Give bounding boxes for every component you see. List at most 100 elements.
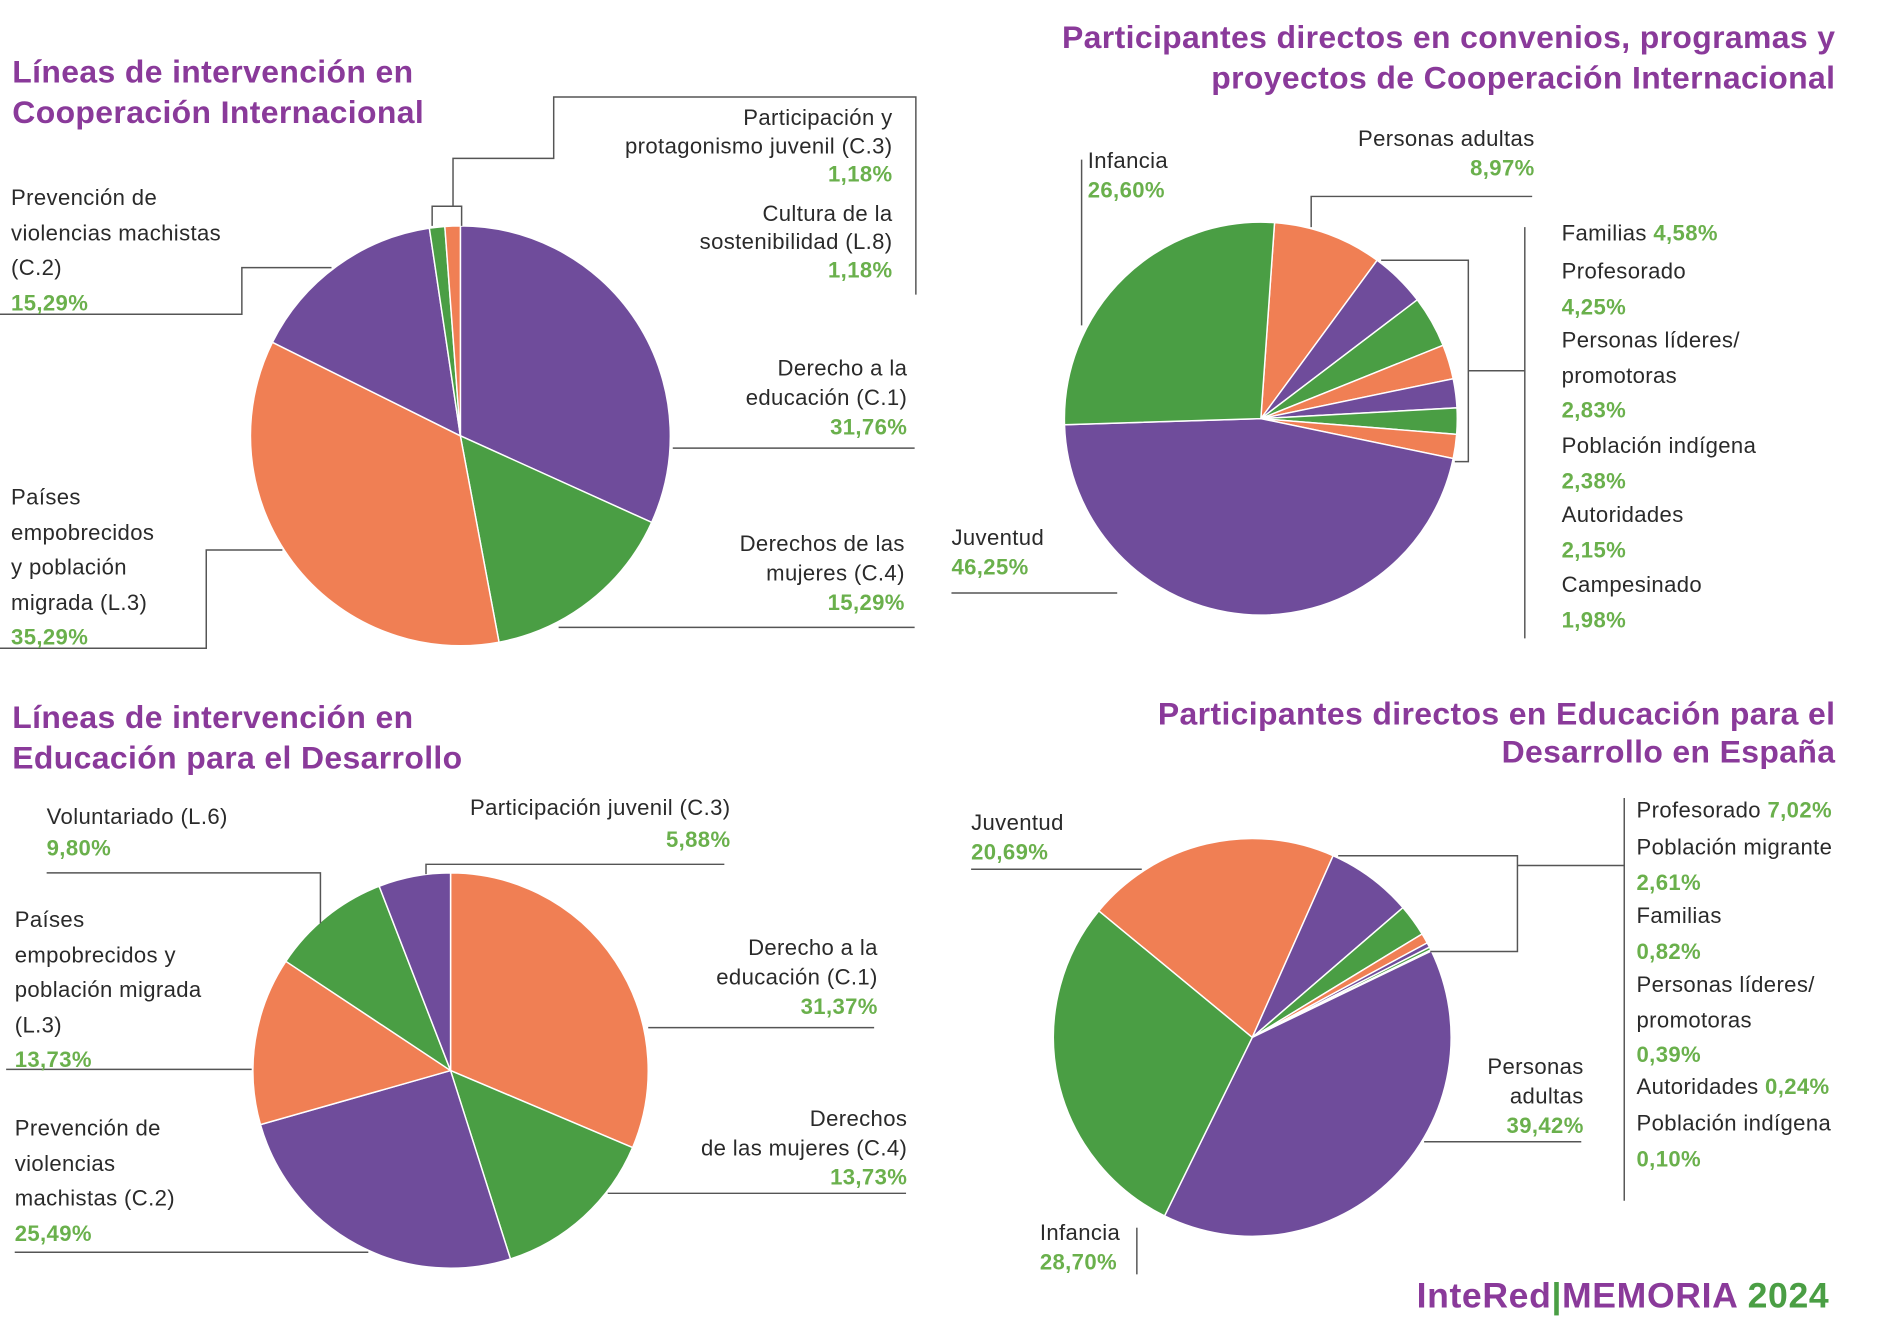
percent-value: 13,73% [14,1047,92,1072]
label-text: Autoridades [1561,502,1684,527]
pie-slice-juventud [1063,417,1455,616]
percent-value: 20,69% [971,839,1049,865]
pie-slice-infancia [1063,221,1276,426]
label-text: Participación y [743,105,893,131]
label-text: Derecho a la [777,356,908,381]
percent-value: 1,18% [828,162,893,187]
label-text: protagonismo juvenil (C.3) [625,133,893,159]
pie-chart-4 [1052,837,1452,1238]
title-line: Cooperación Internacional [12,93,425,131]
label-text: Personas adultas [1357,126,1535,152]
slice-label-profesorado: Profesorado 7,02% [1637,796,1832,825]
pie-slice-juventud [1097,837,1335,1039]
pie-slice-infancia [1052,909,1254,1217]
slice-label-infancia: Infancia 28,70% [1040,1218,1120,1277]
label-text: Derechos [809,1106,908,1131]
leader-line [1338,854,1519,953]
slice-label-poblacion-indigena: Población indígena 0,10% [1637,1106,1832,1176]
title-line: Líneas de intervención en [12,698,414,736]
label-text: educación (C.1) [745,385,908,411]
slice-label-voluntariado-l-6: Voluntariado (L.6) 9,80% [47,800,228,864]
label-text: Familias 4,58% [1561,220,1718,246]
leader-line [1381,259,1470,463]
pie-slice-derechos-de-las-mujeres-c-4 [459,434,653,644]
title-line: proyectos de Cooperación Internacional [1211,58,1836,96]
brand-name: InteRed [1416,1276,1552,1317]
label-text: Personas líderes/ [1561,327,1740,353]
percent-value: 0,39% [1636,1042,1702,1067]
leader-line [46,872,322,924]
label-text: Países [11,484,81,510]
label-text: Familias [1636,903,1722,929]
leader-line [0,549,283,649]
label-text: población migrada [14,977,202,1002]
label-text: (C.2) [11,255,62,280]
chart-title-cooperacion-participantes: Participantes directos en convenios, pro… [1062,17,1835,98]
leader-line [425,863,725,875]
percent-value: 25,49% [14,1220,92,1246]
label-text: promotoras [1561,362,1678,388]
percent-value: 28,70% [1039,1249,1118,1275]
percent-value: 2,83% [1561,397,1627,423]
label-text: violencias [14,1150,116,1176]
label-text: Personas [1487,1054,1584,1080]
label-text: educación (C.1) [716,964,878,990]
label-text: empobrecidos y [14,942,176,967]
pie-slice-paises-empobrecidos-y-poblacion-migrada-l-3 [249,341,500,647]
pie-slice-derecho-a-la-educacion-c-1 [449,872,649,1149]
percent-value: 4,58% [1646,220,1718,246]
slice-label-juventud: Juventud 46,25% [951,523,1044,582]
label-text: Prevención de [14,1115,161,1141]
label-text: Cultura de la [762,201,893,226]
label-text: Países [14,907,85,932]
label-text: Voluntariado (L.6) [46,804,228,829]
slice-label-profesorado: Profesorado 4,25% [1562,254,1686,324]
slice-label-poblacion-indigena: Población indígena 2,38% [1562,428,1757,498]
label-text: Juventud [951,525,1045,551]
pie-chart-2 [1063,221,1459,616]
slice-label-poblacion-migrante: Población migrante 2,61% [1637,830,1833,900]
title-line: Desarrollo en España [1501,732,1836,770]
pie-slice-paises-empobrecidos-y-poblacion-migrada-l-3 [252,960,453,1126]
title-line: Participantes directos en convenios, pro… [1062,18,1836,56]
pie-slice-prevencion-de-violencias-machistas-c-2 [259,1069,512,1269]
chart-title-educacion-lineas: Líneas de intervención en Educación para… [12,697,462,778]
leader-line [1310,195,1533,228]
label-text: migrada (L.3) [11,589,148,615]
percent-value: 1,98% [1561,607,1627,632]
percent-value: 39,42% [1506,1113,1584,1139]
percent-value: 0,82% [1636,938,1702,964]
year-label: 2024 [1747,1276,1830,1317]
label-text: Profesorado [1561,259,1687,284]
leader-line [431,205,463,226]
slice-label-familias: Familias 0,82% [1637,899,1722,969]
slice-label-derechos-de-las-mujeres-c-4: Derechos de las mujeres (C.4) 15,29% [740,529,905,617]
percent-value: 26,60% [1087,178,1165,203]
slice-label-personas-lideres-promotoras: Personas líderes/promotoras 2,83% [1562,323,1740,428]
percent-value: 7,02% [1760,798,1832,823]
title-line: Líneas de intervención en [12,52,414,90]
percent-value: 9,80% [46,836,112,861]
slice-label-participacion-juvenil-c-3: Participación juvenil (C.3) 5,88% [470,792,731,856]
percent-value: 13,73% [830,1165,908,1190]
percent-value: 15,29% [11,290,89,315]
label-text: Campesinado [1561,572,1703,597]
pie-slice-personas-adultas [1163,949,1452,1238]
label-text: Profesorado 7,02% [1636,798,1832,823]
label-text: Infancia [1039,1220,1121,1245]
percent-value: 31,37% [800,994,878,1019]
slice-label-autoridades: Autoridades 0,24% [1637,1072,1830,1101]
pie-slice-personas-adultas [1259,221,1379,422]
percent-value: 2,38% [1561,468,1627,493]
label-text: Población indígena [1636,1111,1832,1136]
slice-label-personas-adultas: Personas adultas 39,42% [1487,1052,1583,1140]
pie-slice-voluntariado-l-6 [284,885,453,1073]
footer-logo: InteRed|MEMORIA 2024 [1417,1277,1830,1317]
percent-value: 1,18% [828,257,893,283]
percent-value: 5,88% [665,827,731,853]
pie-chart-3 [252,872,649,1269]
slice-label-participacion-y-protagonismo-juvenil-c-3: Participación y protagonismo juvenil (C.3… [625,104,893,189]
label-text: violencias machistas [11,220,222,245]
label-text: promotoras [1636,1007,1752,1032]
leader-line [452,96,917,295]
